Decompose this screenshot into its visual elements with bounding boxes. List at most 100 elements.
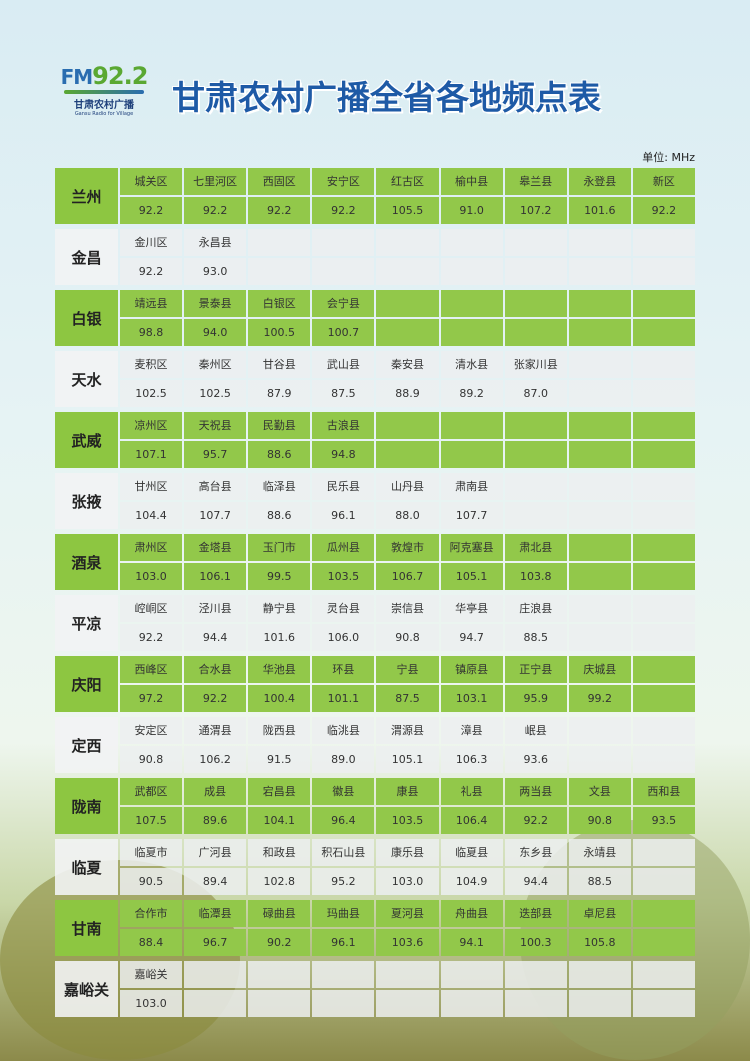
- county-name-cell: 肃北县: [504, 534, 567, 561]
- county-name-cell: 秦安县: [376, 351, 439, 378]
- county-name-cell: [632, 351, 695, 378]
- frequency-cell: 95.7: [184, 441, 247, 468]
- frequency-cell: 96.7: [184, 929, 247, 956]
- frequency-table: 兰州 城关区 七里河区 西固区 安宁区 红古区 榆中县 皋兰县 永登县 新区 92.2 92.2 92.…: [55, 168, 695, 1022]
- frequency-cell: [568, 990, 631, 1017]
- county-name-cell: [568, 290, 631, 317]
- frequency-cell: 96.4: [312, 807, 375, 834]
- county-name-cell: [376, 961, 439, 988]
- region-name: 金昌: [55, 229, 118, 285]
- county-name-cell: [440, 290, 503, 317]
- frequency-cell: 92.2: [504, 807, 567, 834]
- frequency-cell: 94.1: [440, 929, 503, 956]
- frequency-cell: [504, 502, 567, 529]
- frequency-cell: 103.0: [120, 990, 183, 1017]
- county-name-cell: [568, 961, 631, 988]
- county-name-cell: 麦积区: [120, 351, 183, 378]
- county-name-cell: 积石山县: [312, 839, 375, 866]
- frequency-cell: 92.2: [312, 197, 375, 224]
- region-name: 天水: [55, 351, 118, 407]
- county-name-cell: [504, 961, 567, 988]
- frequency-cell: [632, 624, 695, 651]
- frequency-cell: 94.4: [184, 624, 247, 651]
- frequency-cell: 94.7: [440, 624, 503, 651]
- county-name-cell: 广河县: [184, 839, 247, 866]
- region-cells: 合作市 临潭县 碌曲县 玛曲县 夏河县 舟曲县 迭部县 卓尼县 88.4 96.7 90.2 96.1…: [118, 900, 695, 956]
- county-name-cell: 嘉峪关: [120, 961, 183, 988]
- region-name: 临夏: [55, 839, 118, 895]
- frequency-cell: 87.0: [504, 380, 567, 407]
- frequency-cell: 87.5: [376, 685, 439, 712]
- county-name-cell: [440, 412, 503, 439]
- frequency-cell: [568, 746, 631, 773]
- region-row: 嘉峪关 嘉峪关 103.0: [55, 961, 695, 1017]
- county-name-cell: 陇西县: [248, 717, 311, 744]
- county-name-cell: 康县: [376, 778, 439, 805]
- county-name-cell: 临夏市: [120, 839, 183, 866]
- frequency-cell: 93.5: [632, 807, 695, 834]
- frequency-cell: 101.6: [248, 624, 311, 651]
- frequency-cell: 91.0: [440, 197, 503, 224]
- region-cells: 麦积区 秦州区 甘谷县 武山县 秦安县 清水县 张家川县 102.5 102.5 87.9 87.5…: [118, 351, 695, 407]
- county-name-cell: 武都区: [120, 778, 183, 805]
- frequency-cell: [568, 563, 631, 590]
- county-name-cell: [376, 290, 439, 317]
- frequency-cell: 103.5: [376, 807, 439, 834]
- frequency-cell: [632, 746, 695, 773]
- county-name-cell: 夏河县: [376, 900, 439, 927]
- county-name-cell: [632, 961, 695, 988]
- county-name-cell: [632, 900, 695, 927]
- region-row: 定西 安定区 通渭县 陇西县 临洮县 渭源县 漳县 岷县 90.8 106.2 91.5 89.0 10…: [55, 717, 695, 773]
- frequency-cell: 92.2: [184, 685, 247, 712]
- frequency-cell: [248, 258, 311, 285]
- county-name-cell: 合作市: [120, 900, 183, 927]
- county-name-cell: [376, 412, 439, 439]
- county-name-cell: 秦州区: [184, 351, 247, 378]
- logo-fm: FM92.2: [58, 62, 150, 90]
- frequency-cell: 96.1: [312, 929, 375, 956]
- county-name-cell: 会宁县: [312, 290, 375, 317]
- frequency-cell: 88.5: [568, 868, 631, 895]
- frequency-cell: 104.1: [248, 807, 311, 834]
- region-row: 平凉 崆峒区 泾川县 静宁县 灵台县 崇信县 华亭县 庄浪县 92.2 94.4 101.6 106.…: [55, 595, 695, 651]
- county-name-cell: 皋兰县: [504, 168, 567, 195]
- county-name-cell: [568, 595, 631, 622]
- county-name-cell: [632, 290, 695, 317]
- county-name-cell: 张家川县: [504, 351, 567, 378]
- frequency-cell: 96.1: [312, 502, 375, 529]
- county-name-cell: 高台县: [184, 473, 247, 500]
- county-name-cell: 两当县: [504, 778, 567, 805]
- frequency-cell: [632, 868, 695, 895]
- region-cells: 武都区 成县 宕昌县 徽县 康县 礼县 两当县 文县 西和县 107.5 89.6 104.1 96.4…: [118, 778, 695, 834]
- frequency-cell: 101.6: [568, 197, 631, 224]
- county-name-cell: 古浪县: [312, 412, 375, 439]
- frequency-cell: 97.2: [120, 685, 183, 712]
- region-cells: 崆峒区 泾川县 静宁县 灵台县 崇信县 华亭县 庄浪县 92.2 94.4 101.6 106.0 9…: [118, 595, 695, 651]
- county-name-cell: [568, 534, 631, 561]
- region-name: 甘南: [55, 900, 118, 956]
- frequency-cell: [440, 258, 503, 285]
- county-name-cell: [504, 290, 567, 317]
- frequency-cell: 107.5: [120, 807, 183, 834]
- region-cells: 肃州区 金塔县 玉门市 瓜州县 敦煌市 阿克塞县 肃北县 103.0 106.1 99.5 103.…: [118, 534, 695, 590]
- frequency-cell: [184, 990, 247, 1017]
- frequency-cell: 88.5: [504, 624, 567, 651]
- county-name-cell: 漳县: [440, 717, 503, 744]
- county-name-cell: 民勤县: [248, 412, 311, 439]
- county-name-cell: 岷县: [504, 717, 567, 744]
- county-name-cell: 天祝县: [184, 412, 247, 439]
- frequency-cell: 102.5: [184, 380, 247, 407]
- region-row: 甘南 合作市 临潭县 碌曲县 玛曲县 夏河县 舟曲县 迭部县 卓尼县 88.4 96.7 90.2 96…: [55, 900, 695, 956]
- county-name-cell: 敦煌市: [376, 534, 439, 561]
- frequency-cell: 105.5: [376, 197, 439, 224]
- frequency-cell: 92.2: [184, 197, 247, 224]
- region-cells: 嘉峪关 103.0: [118, 961, 695, 1017]
- frequency-cell: 99.2: [568, 685, 631, 712]
- logo-fm-text: FM: [60, 65, 94, 89]
- frequency-cell: 87.5: [312, 380, 375, 407]
- frequency-cell: 106.1: [184, 563, 247, 590]
- frequency-cell: [376, 258, 439, 285]
- county-name-cell: 徽县: [312, 778, 375, 805]
- frequency-cell: 88.6: [248, 502, 311, 529]
- frequency-cell: 94.4: [504, 868, 567, 895]
